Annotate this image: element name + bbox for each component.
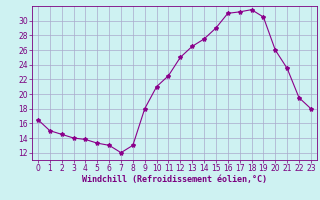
X-axis label: Windchill (Refroidissement éolien,°C): Windchill (Refroidissement éolien,°C) [82, 175, 267, 184]
